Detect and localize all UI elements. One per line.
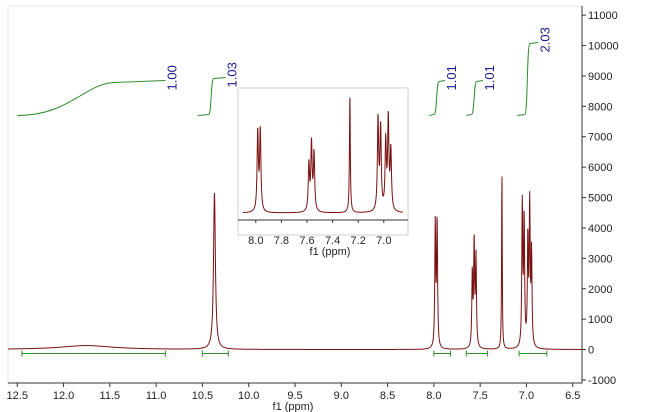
y-tick-label: 8000: [588, 101, 612, 113]
integral-curve: [197, 76, 226, 116]
inset-x-axis-title: f1 (ppm): [310, 246, 351, 258]
y-tick-label: 0: [588, 345, 594, 357]
spectrum-trace: [7, 176, 582, 350]
y-tick-label: 5000: [588, 193, 612, 205]
y-tick-label: 2000: [588, 284, 612, 296]
inset-x-tick-label: 7.4: [325, 235, 340, 247]
inset-x-tick-label: 7.8: [274, 235, 289, 247]
integral-label: 1.01: [482, 65, 497, 90]
integral-label: 1.03: [225, 62, 240, 87]
x-tick-label: 9.0: [334, 390, 349, 402]
inset-x-axis: 8.0 7.8 7.6 7.4 7.2 7.0: [238, 219, 408, 247]
y-tick-label: 9000: [588, 71, 612, 83]
integral-curve: [466, 79, 484, 116]
inset-spectrum-line: [242, 97, 403, 214]
inset-x-tick-label: 7.6: [299, 235, 314, 247]
x-tick-label: 11.5: [100, 390, 121, 402]
integral-curves: 1.00 1.03 1.01 1.01 2.03: [17, 27, 552, 116]
integral-curve: [517, 41, 539, 116]
integral-label: 1.01: [444, 65, 459, 90]
x-tick-label: 8.0: [426, 390, 441, 402]
x-tick-label: 12.0: [53, 390, 74, 402]
integral-curve: [17, 79, 166, 116]
y-tick-label: 6000: [588, 162, 612, 174]
x-tick-label: 10.5: [192, 390, 213, 402]
integral-label: 2.03: [537, 27, 552, 52]
inset-x-tick-label: 7.0: [376, 235, 391, 247]
x-tick-label: 6.5: [565, 390, 580, 402]
inset-spectrum-trace: [242, 97, 403, 214]
spectrum-line: [7, 176, 582, 350]
y-tick-label: 7000: [588, 132, 612, 144]
x-tick-label: 10.0: [238, 390, 259, 402]
y-tick-label: 3000: [588, 253, 612, 265]
x-tick-label: 12.5: [7, 390, 28, 402]
integral-label: 1.00: [164, 65, 179, 90]
x-tick-label: 9.5: [287, 390, 302, 402]
x-tick-label: 7.0: [519, 390, 534, 402]
inset-x-tick-label: 7.2: [351, 235, 366, 247]
x-axis: 12.5 12.0 11.5 11.0 10.5 10.0 9.5 9.0 8.5 8.0 7.5 7…: [7, 382, 582, 402]
y-axis: -1000 0 1000 2000 3000 4000 5000 6000 7000 8000 90…: [581, 6, 619, 387]
x-tick-label: 8.5: [380, 390, 395, 402]
integral-curve: [429, 79, 446, 116]
y-tick-label: 10000: [588, 41, 619, 53]
y-tick-label: 11000: [588, 10, 618, 22]
y-tick-label: -1000: [588, 375, 616, 387]
y-tick-label: 4000: [588, 223, 612, 235]
x-tick-label: 11.0: [146, 390, 167, 402]
inset-frame: [237, 87, 409, 236]
x-axis-title: f1 (ppm): [273, 401, 314, 412]
inset-zoom-panel: 8.0 7.8 7.6 7.4 7.2 7.0 f1 (ppm): [237, 87, 409, 258]
y-tick-label: 1000: [588, 314, 612, 326]
x-tick-label: 7.5: [473, 390, 488, 402]
integral-baselines: [21, 350, 548, 357]
inset-x-tick-label: 8.0: [248, 235, 263, 247]
